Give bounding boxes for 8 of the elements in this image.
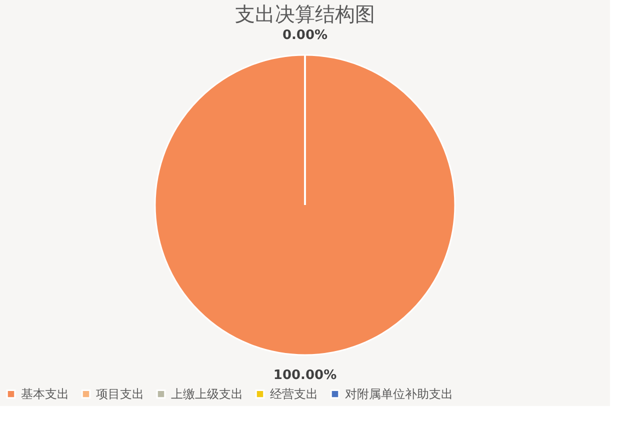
chart-title: 支出决算结构图 xyxy=(235,2,375,26)
legend-label: 项目支出 xyxy=(96,387,144,402)
text: 0.00% xyxy=(282,28,328,43)
legend-label: 经营支出 xyxy=(270,387,318,402)
legend-label: 对附属单位补助支出 xyxy=(345,387,453,402)
legend-label: 基本支出 xyxy=(21,387,69,402)
legend-label: 上缴上级支出 xyxy=(171,387,243,402)
data-label: 100.00% xyxy=(273,368,337,383)
